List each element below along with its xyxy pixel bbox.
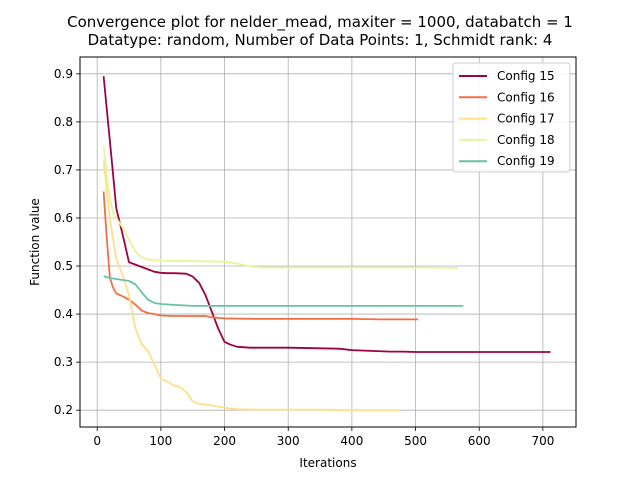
y-tick-label: 0.3 [54, 355, 73, 369]
legend-box [452, 62, 571, 173]
x-axis-label: Iterations [299, 456, 356, 470]
legend-label: Config 15 [497, 69, 555, 83]
series-line-config-18 [102, 145, 458, 269]
legend-label: Config 18 [497, 133, 555, 147]
chart-title: Convergence plot for nelder_mead, maxite… [67, 13, 573, 31]
series-line-config-17 [102, 160, 401, 412]
x-tick-label: 700 [531, 434, 554, 448]
y-tick-label: 0.5 [54, 259, 73, 273]
y-tick-label: 0.4 [54, 307, 73, 321]
legend: Config 15 Config 16 Config 17 Config 18 Conf… [452, 62, 571, 173]
legend-label: Config 19 [497, 154, 555, 168]
y-tick-label: 0.6 [54, 211, 73, 225]
chart-subtitle: Datatype: random, Number of Data Points:… [87, 31, 553, 49]
x-tick-label: 0 [93, 434, 101, 448]
legend-label: Config 16 [497, 90, 555, 104]
x-tick-label: 600 [468, 434, 491, 448]
x-tick-label: 200 [213, 434, 236, 448]
x-tick-label: 300 [277, 434, 300, 448]
y-axis-label: Function value [28, 198, 42, 286]
axis-ticks: 0 100 200 300 400 500 600 700 0.2 0.3 0.4 0.5 0.6 0.7… [54, 67, 554, 448]
x-tick-label: 100 [149, 434, 172, 448]
y-tick-label: 0.2 [54, 403, 73, 417]
grid [80, 57, 576, 427]
x-tick-label: 500 [404, 434, 427, 448]
legend-label: Config 17 [497, 112, 555, 126]
y-tick-label: 0.9 [54, 67, 73, 81]
x-tick-label: 400 [340, 434, 363, 448]
y-tick-label: 0.8 [54, 115, 73, 129]
series-line-config-16 [102, 191, 419, 321]
axes-frame [79, 56, 577, 428]
series-line-config-15 [102, 76, 551, 353]
series-lines [102, 76, 551, 412]
series-line-config-19 [103, 275, 464, 307]
y-tick-label: 0.7 [54, 163, 73, 177]
